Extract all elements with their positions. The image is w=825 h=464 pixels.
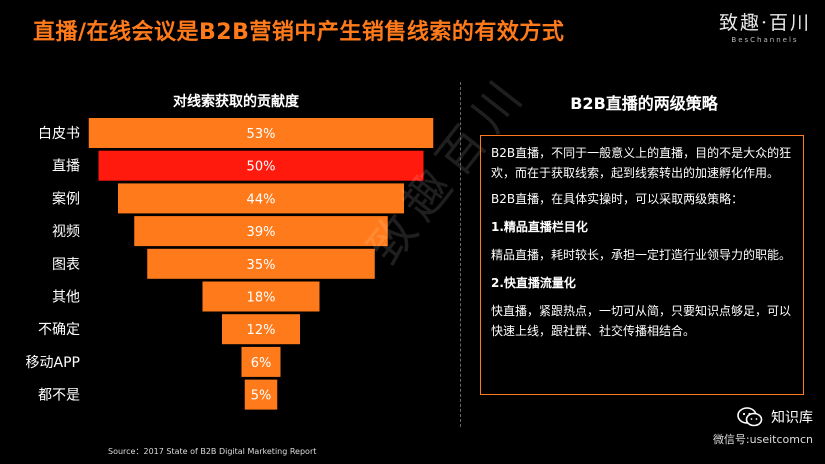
brand-logo: 致趣·百川 BesChannels [719, 8, 811, 44]
category-label: 视频 [52, 224, 80, 240]
funnel-bar [88, 118, 434, 148]
category-label: 直播 [52, 158, 80, 175]
category-label: 都不是 [38, 388, 80, 404]
value-label: 39% [247, 225, 276, 240]
category-label: 其他 [52, 290, 80, 306]
funnel-chart: 对线索获取的贡献度 白皮书 53% 直播 50% 案例 44% 视频 39% 图表 35% 其他 18… [26, 93, 434, 456]
wechat-icon [737, 407, 763, 427]
value-label: 5% [251, 389, 272, 404]
funnel-bar [241, 346, 281, 377]
footer-name: 知识库 [771, 410, 813, 426]
funnel-bar [202, 281, 320, 312]
strategy-heading-2: 2.快直播流量化 [491, 276, 576, 290]
funnel-bar [118, 183, 404, 214]
strategy-heading-1: 1.精品直播栏目化 [491, 220, 588, 234]
value-label: 44% [247, 192, 276, 207]
strategy-paragraph-4: 快直播，紧跟热点，一切可从简，只要知识点够足，可以快速上线，跟社群、社交传播相结… [491, 304, 792, 338]
funnel-bar [134, 216, 388, 247]
page-title: 直播/在线会议是B2B营销中产生销售线索的有效方式 [33, 20, 565, 45]
brand-subtitle: BesChannels [731, 36, 799, 44]
footer: 知识库 微信号:useitcomcn [713, 407, 813, 447]
value-label: 12% [247, 323, 276, 338]
chart-title: 对线索获取的贡献度 [173, 93, 300, 110]
funnel-bar [244, 379, 278, 410]
strategy-box: B2B直播，不同于一般意义上的直播，目的不是大众的狂欢，而在于获取线索，起到线索… [480, 135, 804, 395]
value-label: 50% [247, 160, 276, 175]
category-label: 白皮书 [38, 126, 80, 142]
category-label: 案例 [52, 190, 80, 207]
strategy-paragraph-1: B2B直播，不同于一般意义上的直播，目的不是大众的狂欢，而在于获取线索，起到线索… [491, 146, 792, 180]
strategy-title: B2B直播的两级策略 [570, 94, 718, 113]
value-label: 18% [247, 291, 276, 306]
category-label: 移动APP [26, 355, 80, 371]
funnel-bar [147, 248, 375, 279]
category-label: 图表 [52, 257, 80, 273]
category-label: 不确定 [38, 322, 80, 338]
brand-name: 致趣·百川 [718, 12, 811, 34]
strategy-paragraph-2: B2B直播，在具体实操时，可以采取两级策略： [491, 192, 744, 206]
strategy-paragraph-3: 精品直播，耗时较长，承担一定打造行业领导力的职能。 [491, 248, 792, 262]
chart-source: Source：2017 State of B2B Digital Marketi… [108, 447, 316, 456]
value-label: 6% [251, 356, 272, 371]
funnel-bar [98, 150, 424, 181]
value-label: 35% [247, 258, 276, 273]
footer-wechat-id: 微信号:useitcomcn [712, 433, 813, 446]
section-divider [460, 82, 461, 427]
value-label: 53% [247, 127, 276, 142]
funnel-bar [222, 314, 300, 345]
